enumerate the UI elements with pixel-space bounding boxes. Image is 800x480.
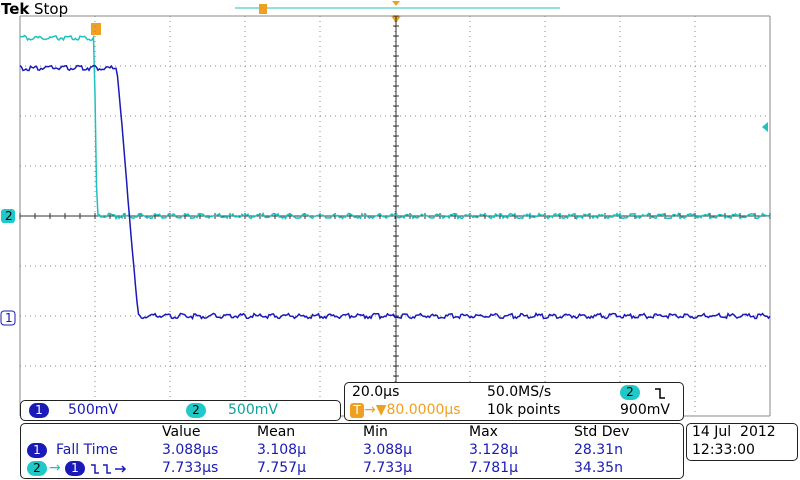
channel-box: 1 500mV 2 500mV bbox=[20, 400, 341, 421]
header-value: Value bbox=[162, 424, 201, 440]
trigger-position: 80.0000µs bbox=[386, 402, 461, 418]
row1-max: 3.128µ bbox=[469, 442, 518, 458]
row2-max: 7.781µ bbox=[469, 460, 518, 476]
date: 14 Jul 2012 bbox=[692, 424, 776, 440]
arrow-icon: →▼ bbox=[364, 402, 387, 418]
ch1-badge: 1 bbox=[29, 402, 49, 418]
row2-mean: 7.757µ bbox=[257, 460, 306, 476]
row2-target: 1 bbox=[65, 460, 85, 476]
falling-edge-icon bbox=[655, 388, 665, 399]
trigger-level-marker bbox=[762, 122, 768, 132]
time: 12:33:00 bbox=[692, 442, 755, 458]
trigger-pos-marker bbox=[392, 1, 400, 6]
record-marker bbox=[259, 4, 267, 14]
row1-mean: 3.108µ bbox=[257, 442, 306, 458]
trigger-t-marker bbox=[91, 23, 101, 35]
row2-stddev: 34.35n bbox=[574, 460, 623, 476]
time-scale: 20.0µs bbox=[352, 384, 400, 400]
record-length: 10k points bbox=[487, 402, 561, 418]
header-min: Min bbox=[363, 424, 388, 440]
header-stddev: Std Dev bbox=[574, 424, 630, 440]
status: Stop bbox=[34, 0, 69, 18]
row1-name: Fall Time bbox=[56, 442, 118, 458]
header-mean: Mean bbox=[257, 424, 296, 440]
header-max: Max bbox=[469, 424, 498, 440]
datetime-box: 14 Jul 2012 12:33:00 bbox=[686, 423, 798, 461]
row1-source: 1 bbox=[27, 442, 47, 458]
ch2-scale: 500mV bbox=[228, 402, 278, 418]
row2-min: 7.733µ bbox=[363, 460, 412, 476]
row2-arrow: → bbox=[49, 460, 61, 476]
delay-icon bbox=[91, 464, 127, 474]
ch2-trace bbox=[19, 34, 771, 221]
ch1-marker-label: 1 bbox=[5, 311, 13, 325]
ch2-marker-label: 2 bbox=[5, 209, 13, 223]
ch1-scale: 500mV bbox=[68, 402, 118, 418]
ch2-ground-marker bbox=[1, 209, 15, 223]
brand: Tek bbox=[1, 0, 30, 18]
row1-value: 3.088µs bbox=[162, 442, 219, 458]
sample-rate: 50.0MS/s bbox=[487, 384, 552, 400]
timebase-box: 20.0µs 50.0MS/s 2 T →▼80.0000µs 10k point… bbox=[344, 382, 684, 421]
ch2-badge: 2 bbox=[186, 402, 206, 418]
measurement-box: Value Mean Min Max Std Dev 1 Fall Time 3… bbox=[20, 423, 684, 479]
ch1-ground-marker bbox=[0, 310, 16, 326]
row1-stddev: 28.31n bbox=[574, 442, 623, 458]
row1-min: 3.088µ bbox=[363, 442, 412, 458]
trigger-source: 2 bbox=[620, 384, 640, 400]
row2-value: 7.733µs bbox=[162, 460, 219, 476]
ch1-trace bbox=[19, 64, 771, 321]
trigger-level: 900mV bbox=[620, 402, 670, 418]
t-icon: T bbox=[350, 402, 364, 418]
row2-source: 2 bbox=[27, 460, 47, 476]
